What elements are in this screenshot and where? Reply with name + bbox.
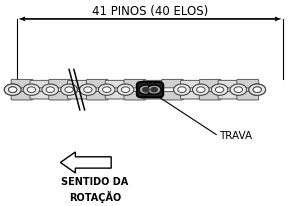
Circle shape xyxy=(151,88,157,92)
FancyBboxPatch shape xyxy=(68,91,89,99)
FancyBboxPatch shape xyxy=(124,79,146,88)
Circle shape xyxy=(178,87,186,92)
FancyBboxPatch shape xyxy=(49,91,70,100)
Circle shape xyxy=(4,84,21,95)
Circle shape xyxy=(143,88,149,92)
Circle shape xyxy=(4,84,21,95)
Circle shape xyxy=(249,84,266,95)
FancyBboxPatch shape xyxy=(11,91,33,100)
Circle shape xyxy=(253,87,261,92)
FancyBboxPatch shape xyxy=(199,79,221,88)
FancyBboxPatch shape xyxy=(105,91,127,99)
FancyBboxPatch shape xyxy=(199,91,221,100)
Polygon shape xyxy=(60,152,111,173)
FancyBboxPatch shape xyxy=(105,80,127,88)
FancyBboxPatch shape xyxy=(11,79,33,88)
Circle shape xyxy=(147,85,161,94)
FancyBboxPatch shape xyxy=(30,80,52,88)
Circle shape xyxy=(253,87,261,92)
FancyBboxPatch shape xyxy=(181,91,202,99)
Text: ROTAÇÃO: ROTAÇÃO xyxy=(69,191,121,203)
FancyBboxPatch shape xyxy=(143,91,165,99)
FancyBboxPatch shape xyxy=(218,80,240,88)
Circle shape xyxy=(196,87,205,92)
FancyBboxPatch shape xyxy=(181,80,202,88)
Circle shape xyxy=(8,87,17,92)
Circle shape xyxy=(230,84,247,95)
FancyBboxPatch shape xyxy=(49,79,70,88)
FancyBboxPatch shape xyxy=(124,91,146,100)
Circle shape xyxy=(174,84,190,95)
FancyBboxPatch shape xyxy=(237,79,259,88)
Circle shape xyxy=(211,84,228,95)
Circle shape xyxy=(8,87,17,92)
FancyBboxPatch shape xyxy=(143,80,165,88)
FancyBboxPatch shape xyxy=(68,80,89,88)
Circle shape xyxy=(27,87,36,92)
Text: TRAVA: TRAVA xyxy=(219,131,252,141)
Circle shape xyxy=(61,84,77,95)
FancyBboxPatch shape xyxy=(162,79,183,88)
Circle shape xyxy=(84,87,92,92)
Circle shape xyxy=(121,87,130,92)
FancyBboxPatch shape xyxy=(237,91,259,100)
Circle shape xyxy=(42,84,58,95)
Circle shape xyxy=(215,87,224,92)
Circle shape xyxy=(249,84,266,95)
Text: 41 PINOS (40 ELOS): 41 PINOS (40 ELOS) xyxy=(92,5,208,18)
Circle shape xyxy=(103,87,111,92)
Circle shape xyxy=(234,87,243,92)
FancyBboxPatch shape xyxy=(137,82,163,97)
FancyBboxPatch shape xyxy=(86,91,108,100)
Circle shape xyxy=(139,85,153,94)
Circle shape xyxy=(23,84,40,95)
Circle shape xyxy=(65,87,73,92)
FancyBboxPatch shape xyxy=(162,91,183,100)
Circle shape xyxy=(192,84,209,95)
Circle shape xyxy=(117,84,134,95)
Circle shape xyxy=(98,84,115,95)
Text: SENTIDO DA: SENTIDO DA xyxy=(61,177,128,187)
FancyBboxPatch shape xyxy=(86,79,108,88)
Circle shape xyxy=(80,84,96,95)
FancyBboxPatch shape xyxy=(30,91,52,99)
FancyBboxPatch shape xyxy=(218,91,240,99)
Circle shape xyxy=(46,87,54,92)
